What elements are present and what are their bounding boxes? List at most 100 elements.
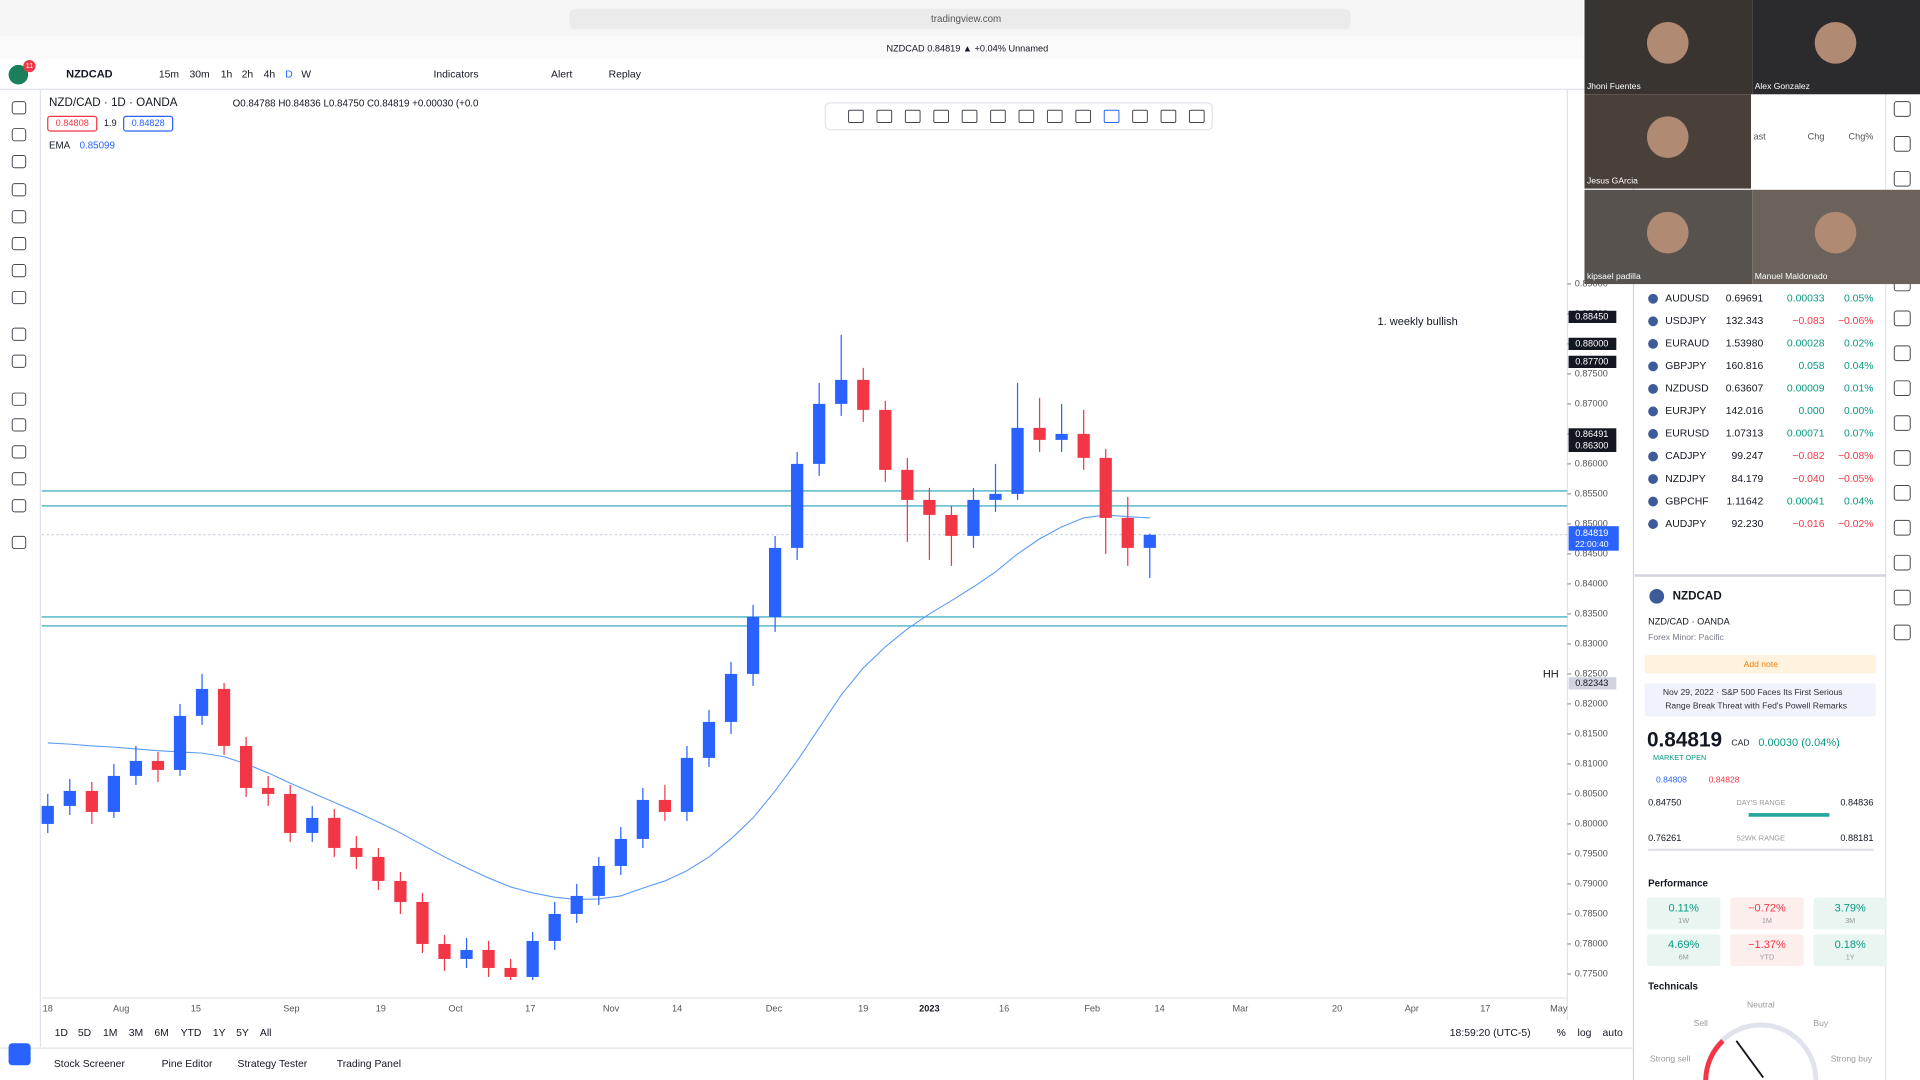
tool-icon[interactable] xyxy=(11,535,27,550)
drawing-tool[interactable] xyxy=(1160,109,1177,123)
side-icon[interactable] xyxy=(1893,101,1911,117)
tool-icon[interactable] xyxy=(11,210,27,224)
candle-body xyxy=(107,775,120,812)
range-button[interactable]: All xyxy=(260,1028,272,1039)
side-icon[interactable] xyxy=(1893,519,1911,536)
side-icon[interactable] xyxy=(1893,554,1911,571)
column-header: ast xyxy=(1753,132,1766,142)
tool-icon[interactable] xyxy=(11,264,27,278)
tool-icon[interactable] xyxy=(11,418,27,432)
drawing-tool[interactable] xyxy=(961,109,978,123)
side-icon[interactable] xyxy=(1893,136,1911,152)
watch-symbol[interactable]: EURAUD xyxy=(1665,339,1709,350)
range-button[interactable]: 5D xyxy=(78,1028,91,1039)
interval[interactable]: 2h xyxy=(242,69,254,80)
star-button[interactable] xyxy=(8,1043,31,1066)
watch-symbol[interactable]: EURJPY xyxy=(1665,406,1706,417)
watch-symbol[interactable]: AUDJPY xyxy=(1665,519,1706,530)
tool-icon[interactable] xyxy=(11,354,27,368)
tool-icon[interactable] xyxy=(11,101,27,115)
range-button[interactable]: 1M xyxy=(103,1028,117,1039)
tool-icon[interactable] xyxy=(11,237,27,251)
interval[interactable]: 1h xyxy=(221,69,233,80)
replay-button[interactable]: Replay xyxy=(609,69,642,80)
interval[interactable]: 15m xyxy=(159,69,179,80)
bottom-tab[interactable]: Trading Panel xyxy=(337,1059,401,1070)
tool-icon[interactable] xyxy=(11,445,27,459)
drawing-tool[interactable] xyxy=(933,109,949,123)
candle-body xyxy=(702,721,716,758)
drawing-tool[interactable] xyxy=(1046,109,1063,123)
log-toggle[interactable]: log xyxy=(1578,1028,1592,1039)
drawing-tool[interactable] xyxy=(1103,109,1120,123)
add-note[interactable]: Add note xyxy=(1744,659,1779,669)
bottom-tab[interactable]: Strategy Tester xyxy=(238,1059,308,1070)
watch-symbol[interactable]: EURUSD xyxy=(1665,429,1709,440)
side-icon[interactable] xyxy=(1893,415,1911,431)
news-bg[interactable] xyxy=(1644,683,1876,717)
tool-icon[interactable] xyxy=(11,327,27,341)
range-button[interactable]: 5Y xyxy=(236,1028,249,1039)
range-bar xyxy=(1748,813,1830,817)
tool-icon[interactable] xyxy=(11,472,27,486)
side-icon[interactable] xyxy=(1893,310,1911,327)
interval[interactable]: 4h xyxy=(264,69,276,80)
tool-icon[interactable] xyxy=(11,183,27,197)
drawing-tool[interactable] xyxy=(904,109,921,123)
indicators-button[interactable]: Indicators xyxy=(433,69,478,80)
drawing-tool[interactable] xyxy=(1188,109,1205,123)
avatar[interactable] xyxy=(8,64,29,85)
news[interactable]: Nov 29, 2022 · S&P 500 Faces Its First S… xyxy=(1663,687,1847,710)
tool-icon[interactable] xyxy=(11,392,27,406)
auto-toggle[interactable]: auto xyxy=(1603,1028,1623,1039)
side-icon[interactable] xyxy=(1893,380,1911,396)
side-icon[interactable] xyxy=(1893,345,1911,362)
drawing-tool[interactable] xyxy=(990,109,1006,123)
watch-change-pct: 0.05% xyxy=(1844,294,1873,305)
range-button[interactable]: 6M xyxy=(154,1028,168,1039)
ask-box xyxy=(123,115,174,132)
side-icon[interactable] xyxy=(1893,170,1911,187)
watch-symbol[interactable]: GBPJPY xyxy=(1665,361,1706,372)
watch-symbol[interactable]: USDJPY xyxy=(1665,316,1706,327)
drawing-tool[interactable] xyxy=(876,109,893,123)
candle-body xyxy=(945,514,958,536)
interval[interactable]: W xyxy=(301,69,311,80)
drawing-tool[interactable] xyxy=(848,109,864,123)
day-low: 0.84750 xyxy=(1648,798,1681,808)
participant-name: Jhoni Fuentes xyxy=(1587,81,1641,91)
side-icon[interactable] xyxy=(1893,485,1911,501)
alert-button[interactable]: Alert xyxy=(551,69,572,80)
drawing-tool[interactable] xyxy=(1132,109,1148,123)
range-button[interactable]: YTD xyxy=(181,1028,202,1039)
tool-icon[interactable] xyxy=(11,155,27,169)
x-tick-label: Aug xyxy=(113,1003,129,1013)
side-icon[interactable] xyxy=(1893,450,1911,466)
tool-icon[interactable] xyxy=(11,290,27,305)
address-field[interactable] xyxy=(569,8,1351,30)
bottom-tab[interactable]: Pine Editor xyxy=(162,1059,213,1070)
interval[interactable]: 30m xyxy=(189,69,209,80)
watch-symbol[interactable]: NZDUSD xyxy=(1665,384,1708,395)
interval[interactable]: D xyxy=(285,69,293,80)
add-note-bg[interactable] xyxy=(1644,655,1876,674)
y-tick-label: 0.80000 xyxy=(1575,818,1608,828)
drawing-tool[interactable] xyxy=(1018,109,1035,123)
category: Forex Minor: Pacific xyxy=(1648,632,1724,642)
watch-symbol[interactable]: CADJPY xyxy=(1665,451,1706,462)
watch-symbol[interactable]: AUDUSD xyxy=(1665,294,1709,305)
watch-symbol[interactable]: GBPCHF xyxy=(1665,496,1708,507)
range-button[interactable]: 1Y xyxy=(213,1028,226,1039)
tool-icon[interactable] xyxy=(11,128,27,142)
range-button[interactable]: 1D xyxy=(55,1028,68,1039)
side-icon[interactable] xyxy=(1893,624,1911,641)
percent-toggle[interactable]: % xyxy=(1557,1028,1566,1039)
watch-symbol[interactable]: NZDJPY xyxy=(1665,474,1705,485)
range-button[interactable]: 3M xyxy=(129,1028,143,1039)
candle-body xyxy=(570,895,583,914)
drawing-tool[interactable] xyxy=(1075,109,1092,123)
symbol[interactable]: NZDCAD xyxy=(66,69,113,81)
tool-icon[interactable] xyxy=(11,499,27,513)
side-icon[interactable] xyxy=(1893,589,1911,606)
bottom-tab[interactable]: Stock Screener xyxy=(54,1059,126,1070)
